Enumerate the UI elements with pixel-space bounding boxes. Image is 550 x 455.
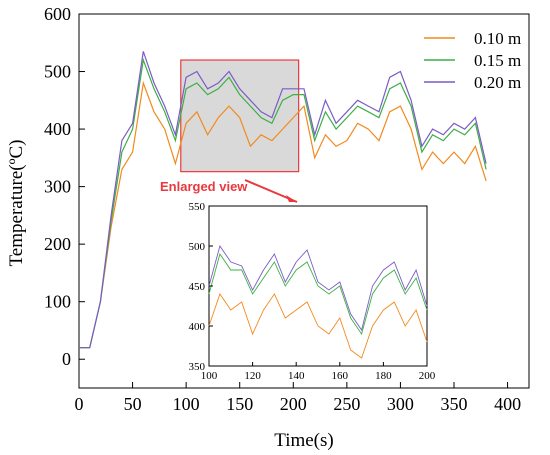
x-tick-label: 0 xyxy=(75,394,84,414)
annotation-enlarged-view: Enlarged view xyxy=(160,179,248,194)
y-tick-label: 600 xyxy=(44,4,71,24)
y-tick-label: 500 xyxy=(44,62,71,82)
legend-label: 0.20 m xyxy=(474,73,521,92)
inset-x-tick-label: 120 xyxy=(244,370,261,382)
inset-y-tick-label: 450 xyxy=(189,281,206,293)
inset-y-tick-label: 500 xyxy=(189,241,206,253)
x-tick-label: 300 xyxy=(387,394,414,414)
main-plot-area xyxy=(78,13,530,389)
x-tick-label: 100 xyxy=(173,394,200,414)
inset-y-tick-label: 400 xyxy=(189,321,206,333)
y-axis-title: Temperature(ºC) xyxy=(6,140,27,267)
y-tick-label: 200 xyxy=(44,234,71,254)
x-axis-title: Time(s) xyxy=(274,430,333,451)
inset-y-tick-label: 350 xyxy=(189,361,206,373)
inset-x-tick-label: 200 xyxy=(419,370,436,382)
enlarged-region-box xyxy=(180,59,300,173)
series-line-015m xyxy=(79,57,487,349)
series-line-020m xyxy=(79,51,487,349)
inset-x-tick-label: 180 xyxy=(375,370,392,382)
inset-x-tick-label: 100 xyxy=(201,370,218,382)
x-tick-label: 400 xyxy=(494,394,521,414)
x-tick-label: 350 xyxy=(441,394,468,414)
inset-x-tick-label: 140 xyxy=(288,370,305,382)
inset-series-line-015m xyxy=(208,252,428,336)
legend-label: 0.10 m xyxy=(474,29,521,48)
y-tick-label: 400 xyxy=(44,119,71,139)
inset-series-line-010m xyxy=(208,293,428,359)
annotation-arrow-head xyxy=(286,195,297,202)
x-tick-label: 50 xyxy=(124,394,142,414)
series-line-010m xyxy=(79,80,487,349)
y-tick-label: 0 xyxy=(62,349,71,369)
inset-x-tick-label: 160 xyxy=(332,370,349,382)
x-tick-label: 150 xyxy=(226,394,253,414)
x-tick-label: 200 xyxy=(280,394,307,414)
y-tick-label: 100 xyxy=(44,292,71,312)
inset-y-tick-label: 550 xyxy=(189,201,206,213)
legend-label: 0.15 m xyxy=(474,51,521,70)
y-tick-label: 300 xyxy=(44,177,71,197)
inset-series-line-020m xyxy=(208,244,428,332)
x-tick-label: 250 xyxy=(333,394,360,414)
